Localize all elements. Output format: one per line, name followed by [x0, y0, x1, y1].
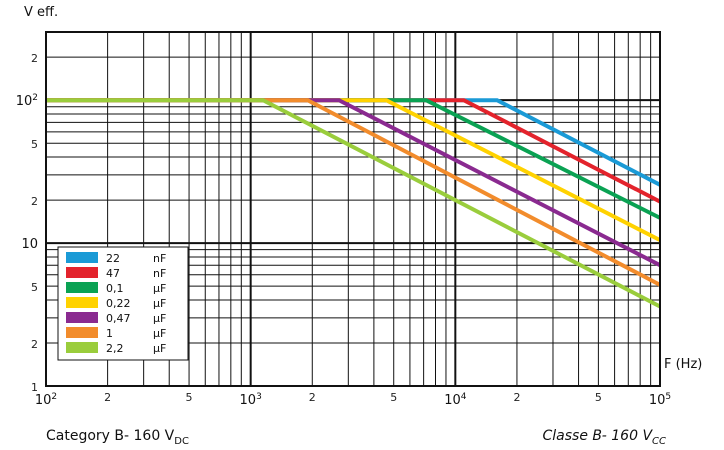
y-tick-label: 2	[31, 338, 38, 351]
x-tick-label: 2	[104, 391, 111, 404]
x-tick-label: 103	[240, 392, 262, 408]
legend-label: 1	[106, 327, 113, 340]
legend-unit: µF	[153, 312, 166, 325]
series-line-6	[46, 98, 661, 309]
x-tick-label: 5	[595, 391, 602, 404]
x-tick-label: 105	[649, 392, 671, 408]
legend-swatch	[66, 312, 98, 323]
axis-labels: V eff. F (Hz)	[24, 5, 702, 372]
footer-category-label: Category B- 160 VDC	[46, 428, 189, 447]
x-tick-label: 2	[513, 391, 520, 404]
chart-grid	[46, 32, 660, 386]
legend-unit: µF	[153, 342, 166, 355]
legend-swatch	[66, 267, 98, 278]
legend-swatch	[66, 342, 98, 353]
footer-classe-text: Classe B- 160 V	[542, 428, 653, 444]
y-tick-label: 2	[31, 195, 38, 208]
y-tick-label: 2	[31, 52, 38, 65]
y-tick-label: 10	[21, 237, 38, 252]
legend-label: 47	[106, 267, 120, 280]
footer-classe-label: Classe B- 160 VCC	[543, 428, 666, 447]
legend-label: 0,22	[106, 297, 131, 310]
legend-swatch	[66, 282, 98, 293]
y-tick-label: 5	[31, 281, 38, 294]
x-tick-label: 5	[186, 391, 193, 404]
footer-category-sub: DC	[174, 435, 189, 447]
x-tick-label: 5	[390, 391, 397, 404]
x-tick-label: 104	[444, 392, 467, 408]
legend-swatch	[66, 297, 98, 308]
y-tick-label: 1	[31, 381, 38, 394]
y-tick-label: 102	[16, 93, 38, 109]
chart-series	[46, 98, 661, 309]
legend-label: 22	[106, 252, 120, 265]
series-line-1	[46, 98, 661, 204]
legend-unit: nF	[153, 267, 166, 280]
y-tick-label: 5	[31, 138, 38, 151]
x-axis-label: F (Hz)	[664, 357, 702, 372]
legend-label: 0,47	[106, 312, 131, 325]
legend-label: 2,2	[106, 342, 124, 355]
legend-unit: µF	[153, 327, 166, 340]
footer-classe-sub: CC	[652, 435, 666, 447]
legend-unit: nF	[153, 252, 166, 265]
footer-category-text: Category B- 160 V	[46, 428, 175, 444]
legend-swatch	[66, 327, 98, 338]
plot-frame	[45, 31, 661, 387]
x-tick-label: 102	[35, 392, 57, 408]
legend-swatch	[66, 252, 98, 263]
legend-unit: µF	[153, 297, 166, 310]
legend-unit: µF	[153, 282, 166, 295]
chart-legend: 22 nF 47 nF 0,1 µF 0,22 µF 0,47 µF 1 µF 2,2 µF	[57, 246, 189, 361]
x-tick-label: 2	[309, 391, 316, 404]
y-axis-label: V eff.	[24, 5, 58, 20]
legend-label: 0,1	[106, 282, 124, 295]
plot-border	[45, 31, 661, 387]
